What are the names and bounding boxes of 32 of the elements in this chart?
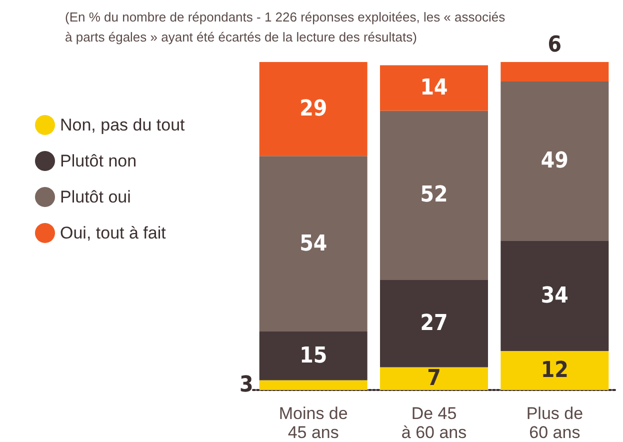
- data-label: 15: [300, 343, 328, 368]
- bar: [500, 240, 609, 352]
- bar: [259, 156, 368, 332]
- x-tick-label: Moins de 45 ans: [278, 404, 348, 442]
- data-label: 34: [540, 283, 568, 308]
- data-label: 52: [420, 182, 448, 208]
- bar: [380, 367, 488, 390]
- data-label: 29: [300, 96, 328, 122]
- data-label: 14: [420, 75, 448, 100]
- bar: [259, 62, 368, 156]
- bar: [500, 351, 609, 390]
- bar: [380, 280, 488, 368]
- data-label: 3: [240, 372, 254, 398]
- chart-subtitle: (En % du nombre de répondants - 1 226 réponses exploitées, les « associés à parts égales » ayant été écartés de la lecture des résultats): [65, 10, 509, 44]
- bar: [259, 332, 368, 380]
- data-label: 6: [548, 32, 562, 58]
- legend-label: Non, pas du tout: [60, 116, 186, 134]
- legend-label: Plutôt non: [60, 152, 137, 170]
- x-tick-label: Plus de 60 ans: [526, 404, 584, 442]
- data-label: 7: [427, 366, 441, 392]
- bar: [500, 62, 609, 82]
- bar: [380, 110, 488, 280]
- legend-label: Plutôt oui: [60, 188, 131, 206]
- data-label: 27: [420, 310, 448, 336]
- bar: [380, 65, 488, 111]
- bar: [500, 81, 609, 241]
- bar: [259, 380, 368, 390]
- data-label: 12: [540, 358, 568, 384]
- legend-label: Oui, tout à fait: [60, 224, 166, 242]
- x-tick-label: De 45 à 60 ans: [401, 404, 467, 442]
- data-label: 49: [540, 148, 568, 174]
- data-label: 54: [300, 231, 328, 256]
